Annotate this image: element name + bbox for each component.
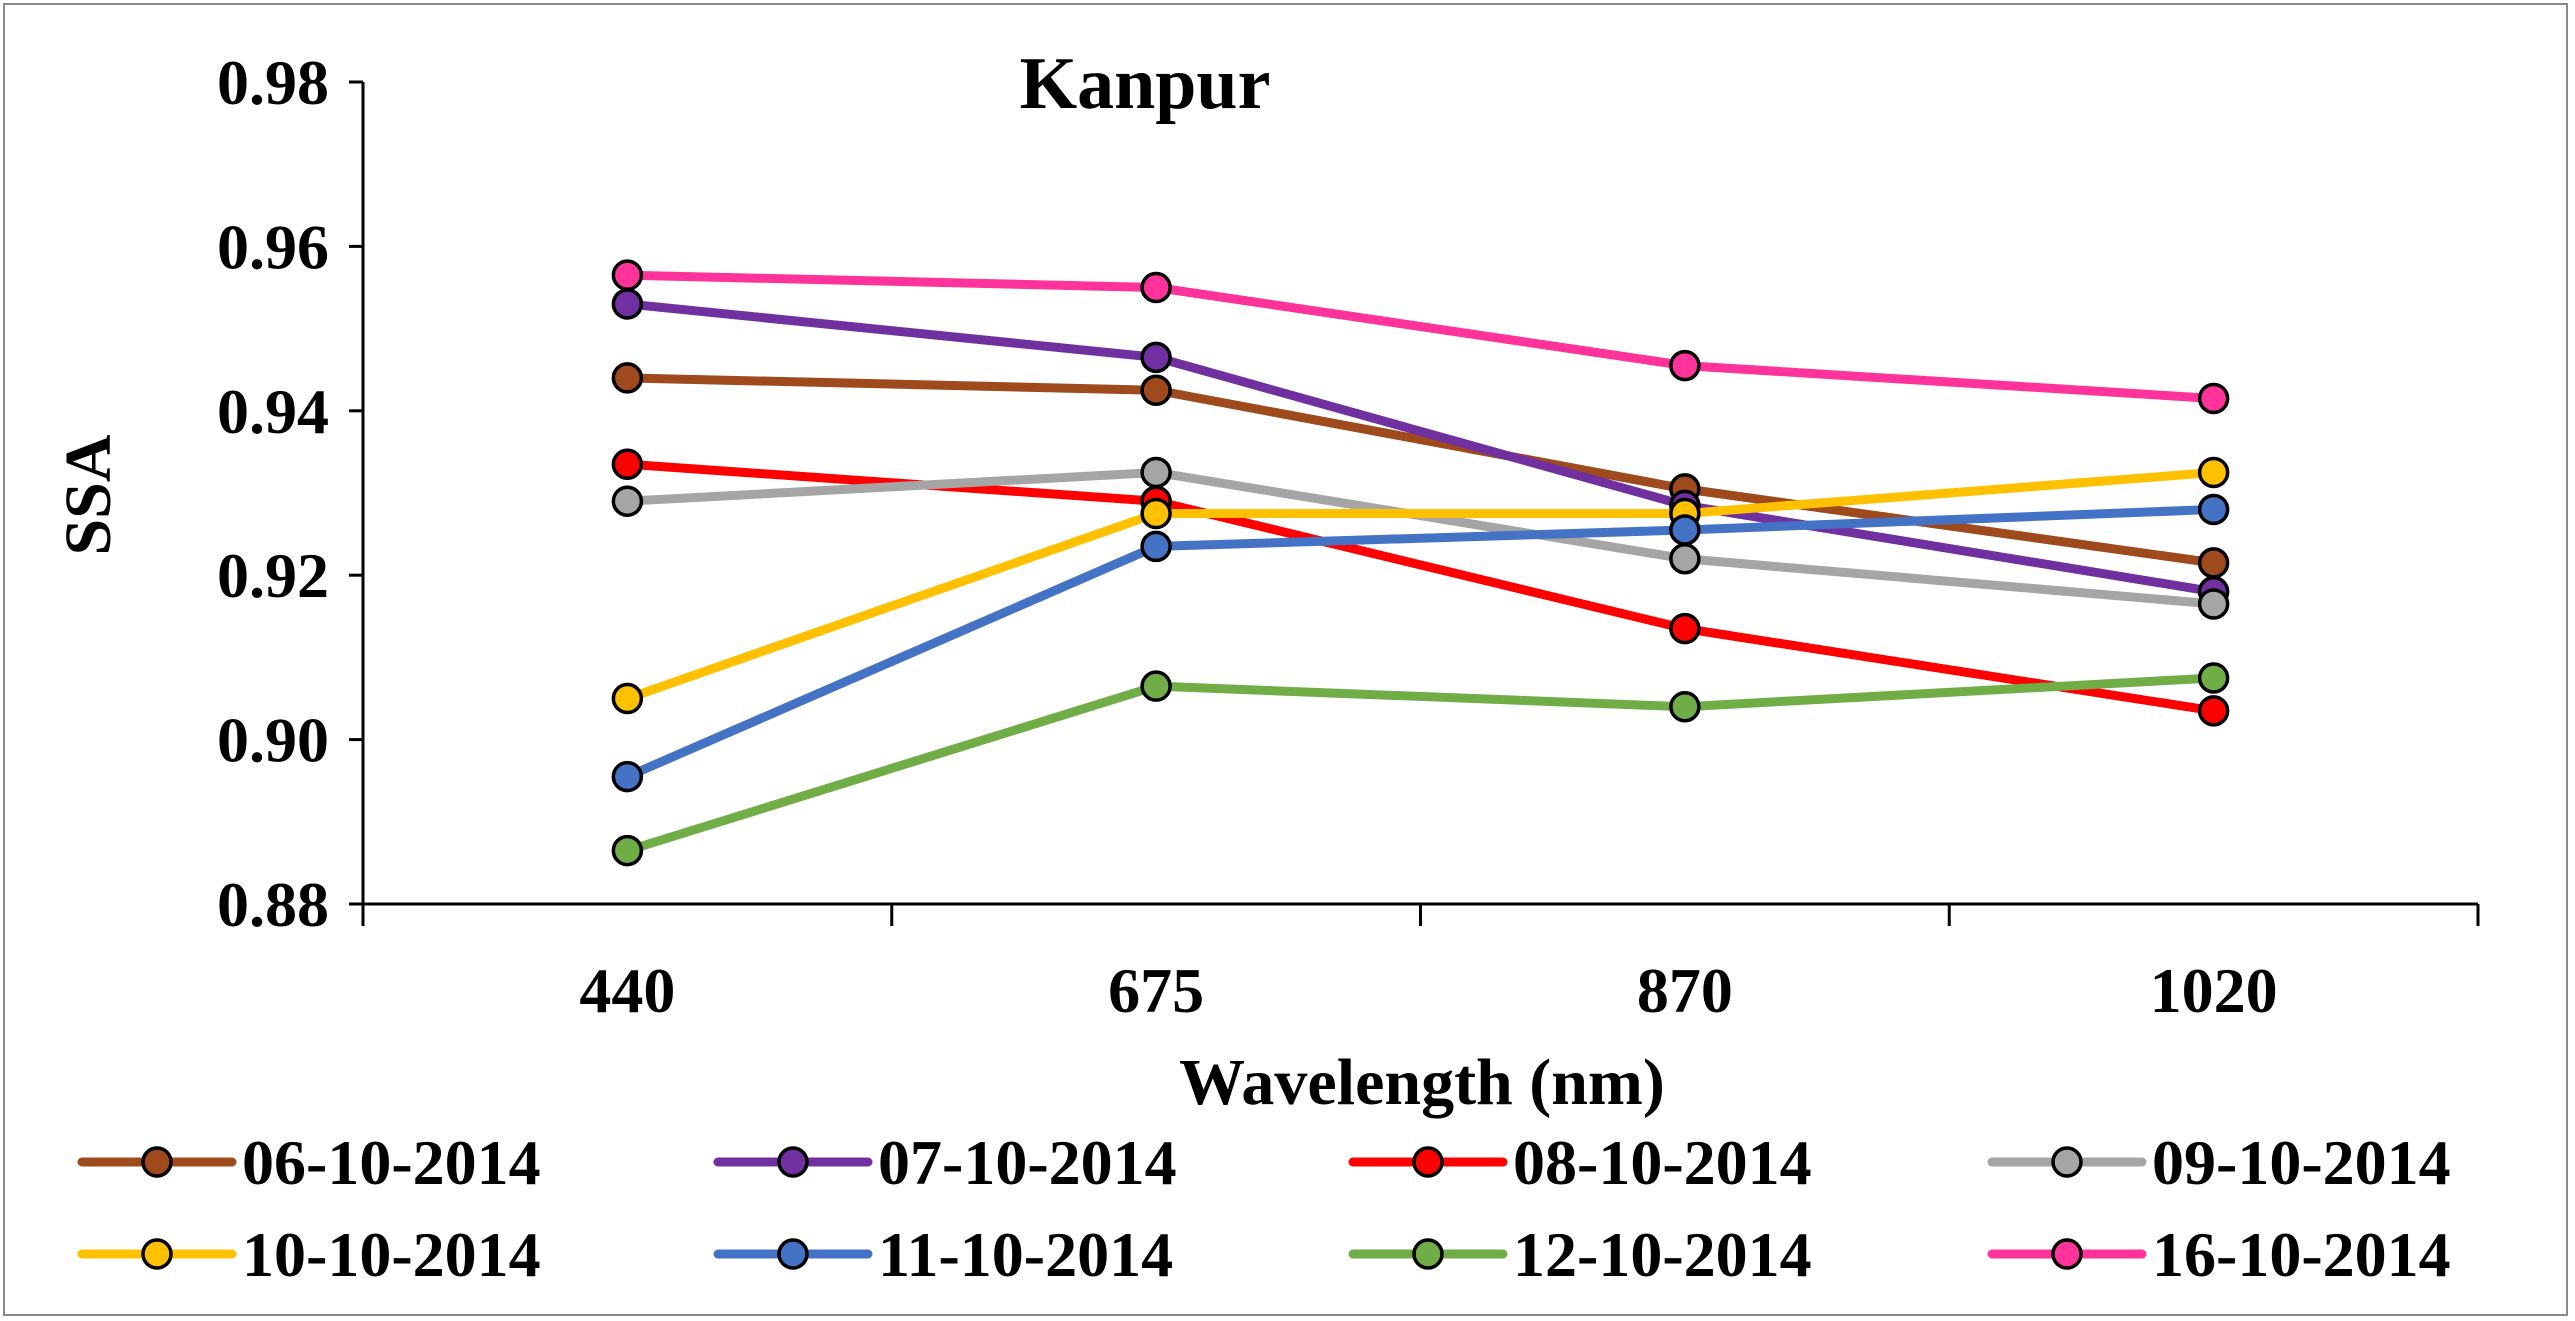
series-line [622,673,2219,856]
legend-marker [141,1238,173,1270]
legend-marker [777,1238,809,1270]
data-point [1669,514,1701,546]
data-point [611,485,644,517]
data-point [1669,612,1701,645]
data-point [2197,662,2230,694]
legend-marker [777,1146,809,1178]
chart-frame [3,3,2568,1316]
data-point [2197,382,2230,415]
y-tick-label: 0.92 [217,540,329,611]
x-axis-title: Wavelength (nm) [1179,1046,1665,1119]
data-point [1140,341,1172,374]
series-line [622,270,2219,403]
data-point [611,760,644,793]
series-line [622,467,2219,703]
legend-label: 07-10-2014 [878,1127,1177,1198]
data-point [1140,497,1172,530]
chart-title: Kanpur [1020,43,1271,125]
data-point [1140,456,1172,489]
legend-marker [141,1146,173,1178]
data-point [1140,271,1172,304]
series-line [622,373,2219,568]
legend-label: 16-10-2014 [2152,1219,2451,1290]
data-point [611,834,644,867]
y-tick-label: 0.88 [217,869,329,940]
y-tick-label: 0.90 [217,705,329,776]
data-point [1669,349,1701,382]
data-point [1140,530,1172,563]
legend-label: 11-10-2014 [878,1219,1173,1290]
data-point [611,259,644,291]
data-point [2197,456,2230,489]
data-point [2197,547,2230,579]
data-point [611,682,644,715]
data-point [1669,690,1701,723]
legend: 06-10-2014 07-10-2014 08-10-2014 09-10-2014… [77,1127,2451,1290]
legend-label: 10-10-2014 [242,1219,541,1290]
data-point [2197,588,2230,620]
data-point [2197,695,2230,727]
legend-marker [1412,1146,1444,1178]
legend-marker [1412,1238,1444,1270]
data-point [611,448,644,480]
legend-marker [2051,1238,2083,1270]
axes: 0.88 0.90 0.92 0.94 0.96 0.98 440 675 870 1020 [217,47,2480,1026]
data-point [1140,670,1172,702]
series-markers [611,259,2230,867]
legend-label: 09-10-2014 [2152,1127,2451,1198]
x-tick-label: 870 [1637,955,1733,1026]
data-point [611,288,644,320]
data-point [611,362,644,394]
legend-marker [2051,1146,2083,1178]
x-tick-label: 675 [1108,955,1204,1026]
series-line [622,504,2219,782]
x-tick-label: 440 [579,955,675,1026]
data-point [1669,543,1701,575]
legend-label: 12-10-2014 [1513,1219,1812,1290]
y-tick-label: 0.98 [217,47,329,118]
y-tick-label: 0.94 [217,376,329,447]
data-point [2197,493,2230,526]
y-tick-label: 0.96 [217,211,329,282]
x-tick-label: 1020 [2150,955,2278,1026]
series-line [622,299,2219,597]
y-axis-title: SSA [52,434,125,555]
data-point [1140,374,1172,406]
legend-label: 08-10-2014 [1513,1127,1812,1198]
series-lines [622,270,2219,856]
legend-label: 06-10-2014 [242,1127,541,1198]
